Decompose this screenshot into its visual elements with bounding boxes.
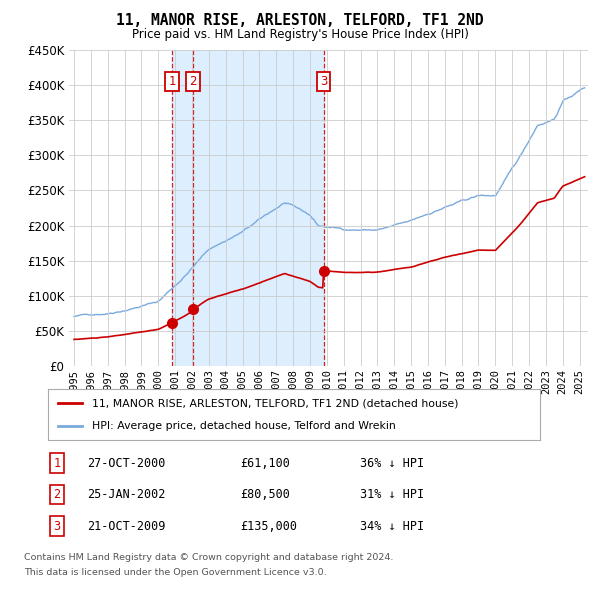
Text: HPI: Average price, detached house, Telford and Wrekin: HPI: Average price, detached house, Telf… xyxy=(92,421,396,431)
Text: 34% ↓ HPI: 34% ↓ HPI xyxy=(360,520,424,533)
Text: 1: 1 xyxy=(169,75,176,88)
Text: 27-OCT-2000: 27-OCT-2000 xyxy=(87,457,166,470)
Bar xyxy=(193,50,323,366)
Text: 11, MANOR RISE, ARLESTON, TELFORD, TF1 2ND (detached house): 11, MANOR RISE, ARLESTON, TELFORD, TF1 2… xyxy=(92,398,459,408)
Text: Price paid vs. HM Land Registry's House Price Index (HPI): Price paid vs. HM Land Registry's House … xyxy=(131,28,469,41)
Text: 25-JAN-2002: 25-JAN-2002 xyxy=(87,488,166,501)
Text: 1: 1 xyxy=(53,457,61,470)
Text: 36% ↓ HPI: 36% ↓ HPI xyxy=(360,457,424,470)
Text: This data is licensed under the Open Government Licence v3.0.: This data is licensed under the Open Gov… xyxy=(24,568,326,577)
Text: 11, MANOR RISE, ARLESTON, TELFORD, TF1 2ND: 11, MANOR RISE, ARLESTON, TELFORD, TF1 2… xyxy=(116,13,484,28)
Text: £135,000: £135,000 xyxy=(240,520,297,533)
Text: 21-OCT-2009: 21-OCT-2009 xyxy=(87,520,166,533)
Text: 3: 3 xyxy=(53,520,61,533)
Text: £61,100: £61,100 xyxy=(240,457,290,470)
Bar xyxy=(172,50,193,366)
Text: £80,500: £80,500 xyxy=(240,488,290,501)
Text: 31% ↓ HPI: 31% ↓ HPI xyxy=(360,488,424,501)
Text: 2: 2 xyxy=(53,488,61,501)
Text: 2: 2 xyxy=(190,75,197,88)
Text: Contains HM Land Registry data © Crown copyright and database right 2024.: Contains HM Land Registry data © Crown c… xyxy=(24,553,394,562)
Text: 3: 3 xyxy=(320,75,328,88)
